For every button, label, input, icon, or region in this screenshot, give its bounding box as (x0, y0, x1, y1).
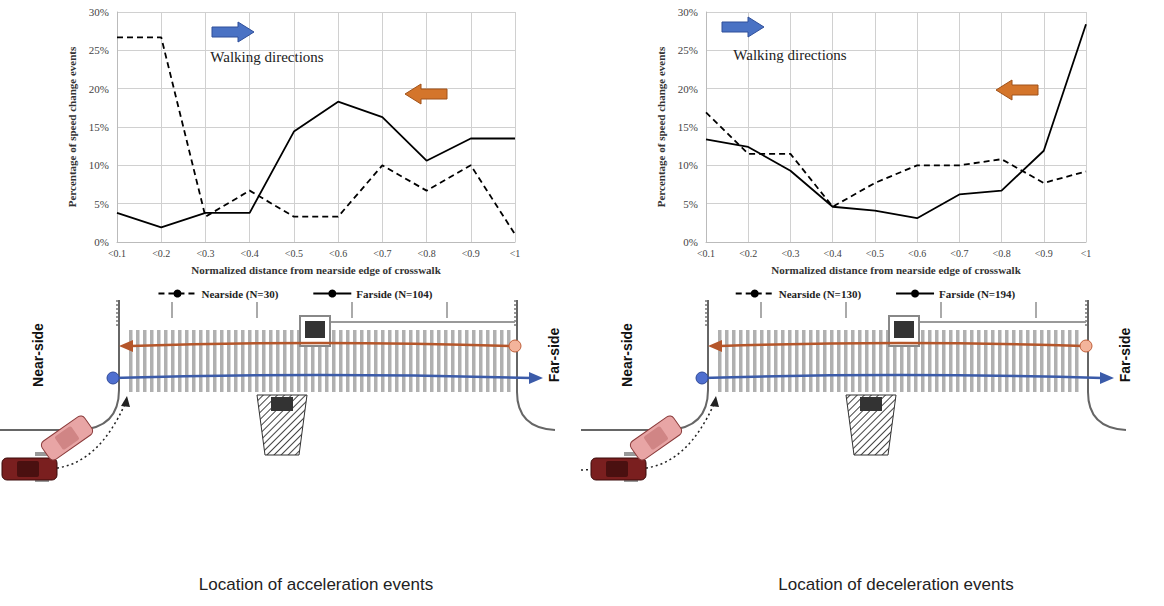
svg-text:<0.2: <0.2 (739, 248, 757, 259)
svg-text:<0.7: <0.7 (373, 248, 391, 259)
svg-text:5%: 5% (683, 198, 698, 210)
svg-text:<0.8: <0.8 (992, 248, 1010, 259)
svg-text:Far-side: Far-side (1117, 328, 1133, 383)
svg-text:<0.9: <0.9 (462, 248, 480, 259)
svg-text:<0.1: <0.1 (108, 248, 126, 259)
svg-text:<0.6: <0.6 (908, 248, 926, 259)
svg-text:20%: 20% (89, 83, 109, 95)
svg-text:10%: 10% (89, 159, 109, 171)
svg-text:10%: 10% (678, 159, 698, 171)
svg-text:<0.7: <0.7 (950, 248, 968, 259)
svg-text:<1: <1 (1081, 248, 1092, 259)
svg-text:<0.3: <0.3 (781, 248, 799, 259)
svg-text:<0.4: <0.4 (824, 248, 842, 259)
svg-text:<1: <1 (510, 248, 521, 259)
svg-text:Percentage of speed change eve: Percentage of speed change events (655, 46, 667, 207)
svg-text:Location of acceleration event: Location of acceleration events (199, 575, 433, 594)
svg-text:<0.6: <0.6 (329, 248, 347, 259)
svg-text:Nearside (N=130): Nearside (N=130) (779, 288, 862, 301)
svg-text:Near-side: Near-side (30, 323, 46, 387)
svg-text:Location of deceleration event: Location of deceleration events (778, 575, 1013, 594)
svg-text:30%: 30% (678, 6, 698, 18)
svg-text:Far-side: Far-side (546, 328, 562, 383)
svg-text:Normalized distance from nears: Normalized distance from nearside edge o… (771, 264, 1021, 276)
svg-text:15%: 15% (89, 121, 109, 133)
svg-text:<0.2: <0.2 (152, 248, 170, 259)
svg-text:20%: 20% (678, 83, 698, 95)
svg-text:25%: 25% (678, 44, 698, 56)
svg-text:Walking directions: Walking directions (210, 49, 324, 65)
svg-text:<0.8: <0.8 (417, 248, 435, 259)
svg-text:<0.3: <0.3 (196, 248, 214, 259)
svg-text:Farside (N=194): Farside (N=194) (939, 288, 1016, 301)
svg-text:25%: 25% (89, 44, 109, 56)
svg-text:Nearside (N=30): Nearside (N=30) (201, 288, 278, 301)
svg-text:30%: 30% (89, 6, 109, 18)
svg-text:0%: 0% (683, 236, 698, 248)
svg-text:<0.9: <0.9 (1035, 248, 1053, 259)
svg-text:<0.4: <0.4 (241, 248, 259, 259)
svg-text:Normalized distance from nears: Normalized distance from nearside edge o… (191, 264, 441, 276)
svg-text:0%: 0% (94, 236, 109, 248)
svg-text:<0.5: <0.5 (866, 248, 884, 259)
svg-text:Walking directions: Walking directions (733, 47, 847, 63)
svg-text:Farside (N=104): Farside (N=104) (356, 288, 433, 301)
svg-text:5%: 5% (94, 198, 109, 210)
svg-text:<0.1: <0.1 (697, 248, 715, 259)
svg-text:<0.5: <0.5 (285, 248, 303, 259)
svg-text:Near-side: Near-side (619, 323, 635, 387)
svg-text:Percentage of speed change eve: Percentage of speed change events (66, 46, 78, 207)
svg-text:15%: 15% (678, 121, 698, 133)
